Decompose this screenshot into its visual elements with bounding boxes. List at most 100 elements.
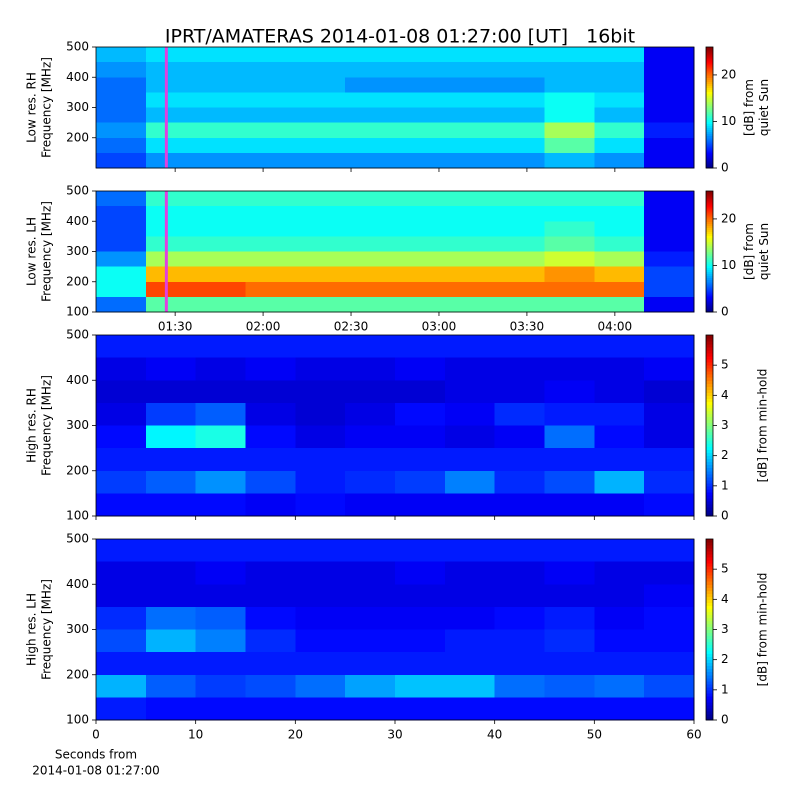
heatmap-cell bbox=[145, 697, 197, 721]
heatmap-cell bbox=[395, 425, 446, 449]
colorbar-step bbox=[706, 299, 713, 303]
colorbar-step bbox=[706, 141, 713, 145]
heatmap-cell bbox=[444, 606, 496, 630]
heatmap-cell bbox=[395, 62, 446, 78]
heatmap-cell bbox=[195, 357, 246, 381]
colorbar-step bbox=[706, 512, 713, 517]
heatmap-cell bbox=[644, 77, 695, 93]
colorbar-step bbox=[706, 614, 713, 618]
heatmap-cell bbox=[544, 47, 595, 63]
x-axis-label: Seconds from bbox=[55, 748, 137, 762]
heatmap-cell bbox=[444, 539, 496, 563]
heatmap-cell bbox=[395, 206, 446, 222]
colorbar-step bbox=[706, 446, 713, 451]
colorbar-tick-label: 0 bbox=[721, 509, 729, 523]
colorbar-tick-label: 20 bbox=[721, 211, 736, 225]
colorbar-step bbox=[706, 353, 713, 357]
heatmap-cell bbox=[594, 380, 645, 404]
heatmap-cell bbox=[96, 402, 147, 426]
colorbar-step bbox=[706, 309, 713, 313]
heatmap-cell bbox=[594, 539, 645, 563]
heatmap-cell bbox=[295, 561, 346, 585]
colorbar-tick-label: 20 bbox=[721, 67, 736, 81]
heatmap-cell bbox=[145, 236, 197, 252]
colorbar-label: [dB] from min-hold bbox=[756, 369, 770, 483]
colorbar-step bbox=[706, 291, 713, 295]
heatmap-cell bbox=[444, 281, 496, 298]
x-tick-label: 01:30 bbox=[158, 320, 193, 334]
colorbar-step bbox=[706, 542, 713, 546]
colorbar-step bbox=[706, 338, 713, 342]
colorbar-step bbox=[706, 485, 713, 490]
heatmap-cell bbox=[145, 296, 197, 313]
heatmap-cell bbox=[295, 470, 346, 494]
heatmap-cell bbox=[594, 77, 645, 93]
heatmap-cell bbox=[494, 335, 545, 359]
x-tick-label: 03:30 bbox=[510, 320, 545, 334]
heatmap-cell bbox=[444, 251, 496, 268]
heatmap-cell bbox=[494, 137, 545, 154]
heatmap-cell bbox=[245, 584, 296, 608]
colorbar-step bbox=[706, 133, 713, 137]
heatmap-cell bbox=[145, 122, 197, 139]
heatmap-cell bbox=[96, 191, 147, 207]
heatmap-cell bbox=[644, 674, 695, 698]
colorbar-step bbox=[706, 665, 713, 670]
colorbar-step bbox=[706, 617, 713, 621]
colorbar-step bbox=[706, 191, 713, 194]
colorbar-step bbox=[706, 356, 713, 360]
x-tick-label: 30 bbox=[387, 728, 402, 742]
heatmap-cell bbox=[644, 425, 695, 449]
heatmap-cell bbox=[195, 335, 246, 359]
figure-title: IPRT/AMATERAS 2014-01-08 01:27:00 [UT] 1… bbox=[165, 26, 635, 48]
colorbar-label: [dB] from min-hold bbox=[756, 573, 770, 687]
colorbar-step bbox=[706, 115, 713, 119]
colorbar-step bbox=[706, 362, 713, 366]
heatmap-cell bbox=[195, 539, 246, 563]
heatmap-cell bbox=[145, 448, 197, 472]
heatmap-cell bbox=[395, 380, 446, 404]
heatmap-cell bbox=[644, 652, 695, 676]
colorbar-step bbox=[706, 63, 713, 66]
heatmap-cell bbox=[145, 380, 197, 404]
colorbar-step bbox=[706, 159, 713, 163]
y-tick-label: 200 bbox=[66, 274, 89, 288]
colorbar-step bbox=[706, 301, 713, 305]
heatmap-cell bbox=[395, 561, 446, 585]
heatmap-cell bbox=[96, 92, 147, 108]
heatmap-cell bbox=[544, 296, 595, 313]
heatmap-cell bbox=[544, 425, 595, 449]
colorbar-step bbox=[706, 608, 713, 612]
heatmap-cell bbox=[145, 47, 197, 63]
heatmap-cell bbox=[295, 425, 346, 449]
colorbar-step bbox=[706, 605, 713, 609]
heatmap-cell bbox=[195, 92, 246, 108]
colorbar-step bbox=[706, 121, 713, 125]
colorbar-step bbox=[706, 289, 713, 293]
heatmap-cell bbox=[594, 425, 645, 449]
heatmap-cell bbox=[544, 652, 595, 676]
heatmap-cell bbox=[544, 107, 595, 124]
colorbar-tick-label: 2 bbox=[721, 448, 729, 462]
colorbar-step bbox=[706, 566, 713, 570]
x-tick-label: 40 bbox=[487, 728, 502, 742]
colorbar-step bbox=[706, 253, 713, 257]
heatmap-cell bbox=[96, 357, 147, 381]
heatmap-cell bbox=[594, 191, 645, 207]
heatmap-cell bbox=[395, 584, 446, 608]
heatmap-cell bbox=[145, 152, 197, 169]
colorbar-step bbox=[706, 383, 713, 387]
heatmap-cell bbox=[444, 137, 496, 154]
colorbar-step bbox=[706, 279, 713, 283]
heatmap-cell bbox=[295, 448, 346, 472]
heatmap-cell bbox=[145, 493, 197, 517]
heatmap-cell bbox=[594, 629, 645, 653]
heatmap-cell bbox=[594, 47, 645, 63]
colorbar-step bbox=[706, 273, 713, 277]
colorbar-step bbox=[706, 205, 713, 208]
colorbar-step bbox=[706, 398, 713, 402]
colorbar-step bbox=[706, 539, 713, 543]
y-axis-label: Frequency [MHz] bbox=[40, 201, 54, 302]
colorbar-step bbox=[706, 476, 713, 481]
heatmap-cell bbox=[345, 470, 396, 494]
